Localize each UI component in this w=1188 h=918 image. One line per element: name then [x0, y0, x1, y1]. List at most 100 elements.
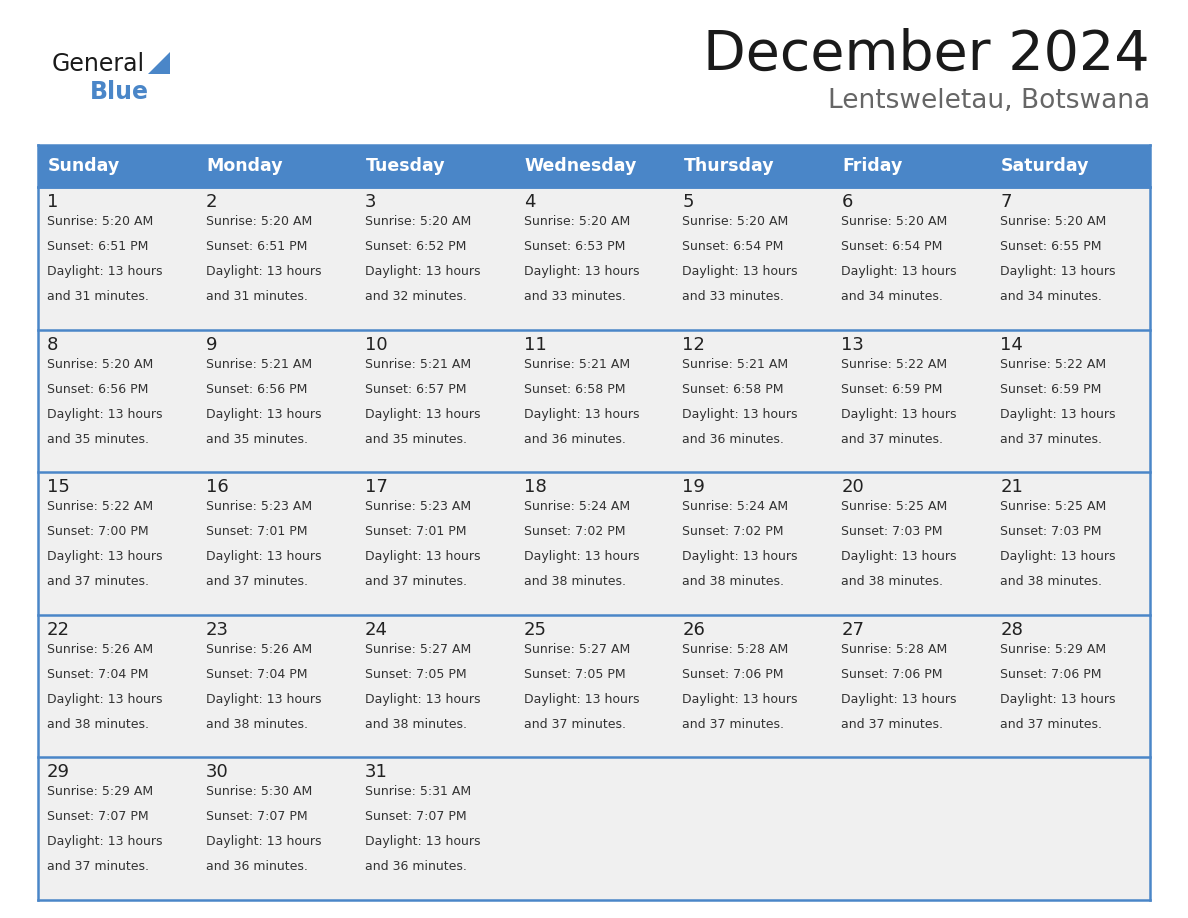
Text: Sunset: 7:05 PM: Sunset: 7:05 PM [365, 667, 467, 681]
Text: Sunset: 7:05 PM: Sunset: 7:05 PM [524, 667, 625, 681]
Text: and 38 minutes.: and 38 minutes. [48, 718, 148, 731]
Text: Sunset: 7:04 PM: Sunset: 7:04 PM [48, 667, 148, 681]
Text: and 31 minutes.: and 31 minutes. [48, 290, 148, 303]
Text: Daylight: 13 hours: Daylight: 13 hours [206, 265, 322, 278]
Text: and 35 minutes.: and 35 minutes. [206, 432, 308, 445]
Text: Daylight: 13 hours: Daylight: 13 hours [841, 265, 956, 278]
Text: Sunrise: 5:21 AM: Sunrise: 5:21 AM [524, 358, 630, 371]
Text: Sunset: 7:03 PM: Sunset: 7:03 PM [841, 525, 943, 538]
Text: 8: 8 [48, 336, 58, 353]
Text: Lentsweletau, Botswana: Lentsweletau, Botswana [828, 88, 1150, 114]
Text: and 38 minutes.: and 38 minutes. [682, 576, 784, 588]
Text: and 31 minutes.: and 31 minutes. [206, 290, 308, 303]
Bar [38, 330, 1150, 472]
Bar [38, 187, 1150, 330]
Text: Daylight: 13 hours: Daylight: 13 hours [524, 550, 639, 564]
Text: Daylight: 13 hours: Daylight: 13 hours [682, 408, 798, 420]
Text: Daylight: 13 hours: Daylight: 13 hours [206, 693, 322, 706]
Text: 11: 11 [524, 336, 546, 353]
Text: Daylight: 13 hours: Daylight: 13 hours [365, 835, 480, 848]
Text: 10: 10 [365, 336, 387, 353]
Text: 26: 26 [682, 621, 706, 639]
Bar [991, 145, 1150, 187]
Text: Sunset: 7:06 PM: Sunset: 7:06 PM [841, 667, 943, 681]
Text: Sunset: 6:51 PM: Sunset: 6:51 PM [206, 240, 308, 253]
Text: Sunset: 7:07 PM: Sunset: 7:07 PM [48, 811, 148, 823]
Text: Daylight: 13 hours: Daylight: 13 hours [365, 265, 480, 278]
Text: 15: 15 [48, 478, 70, 497]
Text: 7: 7 [1000, 193, 1012, 211]
Text: and 33 minutes.: and 33 minutes. [682, 290, 784, 303]
Text: Daylight: 13 hours: Daylight: 13 hours [206, 835, 322, 848]
Text: and 38 minutes.: and 38 minutes. [524, 576, 626, 588]
Text: Daylight: 13 hours: Daylight: 13 hours [365, 550, 480, 564]
Text: Daylight: 13 hours: Daylight: 13 hours [524, 265, 639, 278]
Text: Wednesday: Wednesday [525, 157, 637, 175]
Text: Sunset: 6:51 PM: Sunset: 6:51 PM [48, 240, 148, 253]
Text: Sunrise: 5:20 AM: Sunrise: 5:20 AM [365, 215, 470, 228]
Text: Daylight: 13 hours: Daylight: 13 hours [841, 550, 956, 564]
Bar [833, 145, 991, 187]
Text: Sunset: 7:06 PM: Sunset: 7:06 PM [682, 667, 784, 681]
Text: and 38 minutes.: and 38 minutes. [841, 576, 943, 588]
Text: Daylight: 13 hours: Daylight: 13 hours [1000, 265, 1116, 278]
Text: 5: 5 [682, 193, 694, 211]
Text: 25: 25 [524, 621, 546, 639]
Text: Sunset: 6:55 PM: Sunset: 6:55 PM [1000, 240, 1101, 253]
Bar [355, 145, 514, 187]
Text: Daylight: 13 hours: Daylight: 13 hours [524, 408, 639, 420]
Bar [38, 757, 1150, 900]
Text: Sunrise: 5:27 AM: Sunrise: 5:27 AM [365, 643, 470, 655]
Text: Sunrise: 5:28 AM: Sunrise: 5:28 AM [841, 643, 948, 655]
Text: Sunrise: 5:31 AM: Sunrise: 5:31 AM [365, 786, 470, 799]
Text: Sunset: 6:52 PM: Sunset: 6:52 PM [365, 240, 466, 253]
Text: and 37 minutes.: and 37 minutes. [48, 576, 148, 588]
Text: Sunrise: 5:27 AM: Sunrise: 5:27 AM [524, 643, 630, 655]
Text: Sunset: 6:58 PM: Sunset: 6:58 PM [524, 383, 625, 396]
Text: Daylight: 13 hours: Daylight: 13 hours [365, 693, 480, 706]
Text: Monday: Monday [207, 157, 284, 175]
Text: and 37 minutes.: and 37 minutes. [206, 576, 308, 588]
Text: 1: 1 [48, 193, 58, 211]
Text: Sunrise: 5:20 AM: Sunrise: 5:20 AM [524, 215, 630, 228]
Text: and 32 minutes.: and 32 minutes. [365, 290, 467, 303]
Text: Daylight: 13 hours: Daylight: 13 hours [206, 550, 322, 564]
Text: and 38 minutes.: and 38 minutes. [1000, 576, 1102, 588]
Text: and 35 minutes.: and 35 minutes. [48, 432, 148, 445]
Text: 2: 2 [206, 193, 217, 211]
Text: Daylight: 13 hours: Daylight: 13 hours [365, 408, 480, 420]
Text: Sunrise: 5:26 AM: Sunrise: 5:26 AM [48, 643, 153, 655]
Text: and 36 minutes.: and 36 minutes. [682, 432, 784, 445]
Text: 31: 31 [365, 764, 387, 781]
Text: Daylight: 13 hours: Daylight: 13 hours [682, 550, 798, 564]
Text: Sunset: 7:00 PM: Sunset: 7:00 PM [48, 525, 148, 538]
Text: 17: 17 [365, 478, 387, 497]
Bar [197, 145, 355, 187]
Text: Blue: Blue [90, 80, 148, 104]
Text: and 37 minutes.: and 37 minutes. [682, 718, 784, 731]
Text: Daylight: 13 hours: Daylight: 13 hours [1000, 693, 1116, 706]
Text: and 35 minutes.: and 35 minutes. [365, 432, 467, 445]
Text: General: General [52, 52, 145, 76]
Text: Daylight: 13 hours: Daylight: 13 hours [206, 408, 322, 420]
Text: Sunrise: 5:21 AM: Sunrise: 5:21 AM [365, 358, 470, 371]
Text: Daylight: 13 hours: Daylight: 13 hours [682, 693, 798, 706]
Text: Sunrise: 5:23 AM: Sunrise: 5:23 AM [206, 500, 312, 513]
Text: 3: 3 [365, 193, 377, 211]
Text: Sunrise: 5:20 AM: Sunrise: 5:20 AM [682, 215, 789, 228]
Text: Sunrise: 5:25 AM: Sunrise: 5:25 AM [1000, 500, 1106, 513]
Text: Sunset: 7:03 PM: Sunset: 7:03 PM [1000, 525, 1101, 538]
Text: and 37 minutes.: and 37 minutes. [841, 718, 943, 731]
Text: Sunrise: 5:20 AM: Sunrise: 5:20 AM [48, 215, 153, 228]
Text: Daylight: 13 hours: Daylight: 13 hours [48, 835, 163, 848]
Text: Sunrise: 5:20 AM: Sunrise: 5:20 AM [48, 358, 153, 371]
Text: Daylight: 13 hours: Daylight: 13 hours [841, 408, 956, 420]
Text: Sunrise: 5:25 AM: Sunrise: 5:25 AM [841, 500, 948, 513]
Bar [38, 615, 1150, 757]
Text: Daylight: 13 hours: Daylight: 13 hours [682, 265, 798, 278]
Text: Sunrise: 5:24 AM: Sunrise: 5:24 AM [682, 500, 789, 513]
Text: Sunset: 7:04 PM: Sunset: 7:04 PM [206, 667, 308, 681]
Text: and 36 minutes.: and 36 minutes. [524, 432, 625, 445]
Text: Sunrise: 5:22 AM: Sunrise: 5:22 AM [1000, 358, 1106, 371]
Text: and 34 minutes.: and 34 minutes. [841, 290, 943, 303]
